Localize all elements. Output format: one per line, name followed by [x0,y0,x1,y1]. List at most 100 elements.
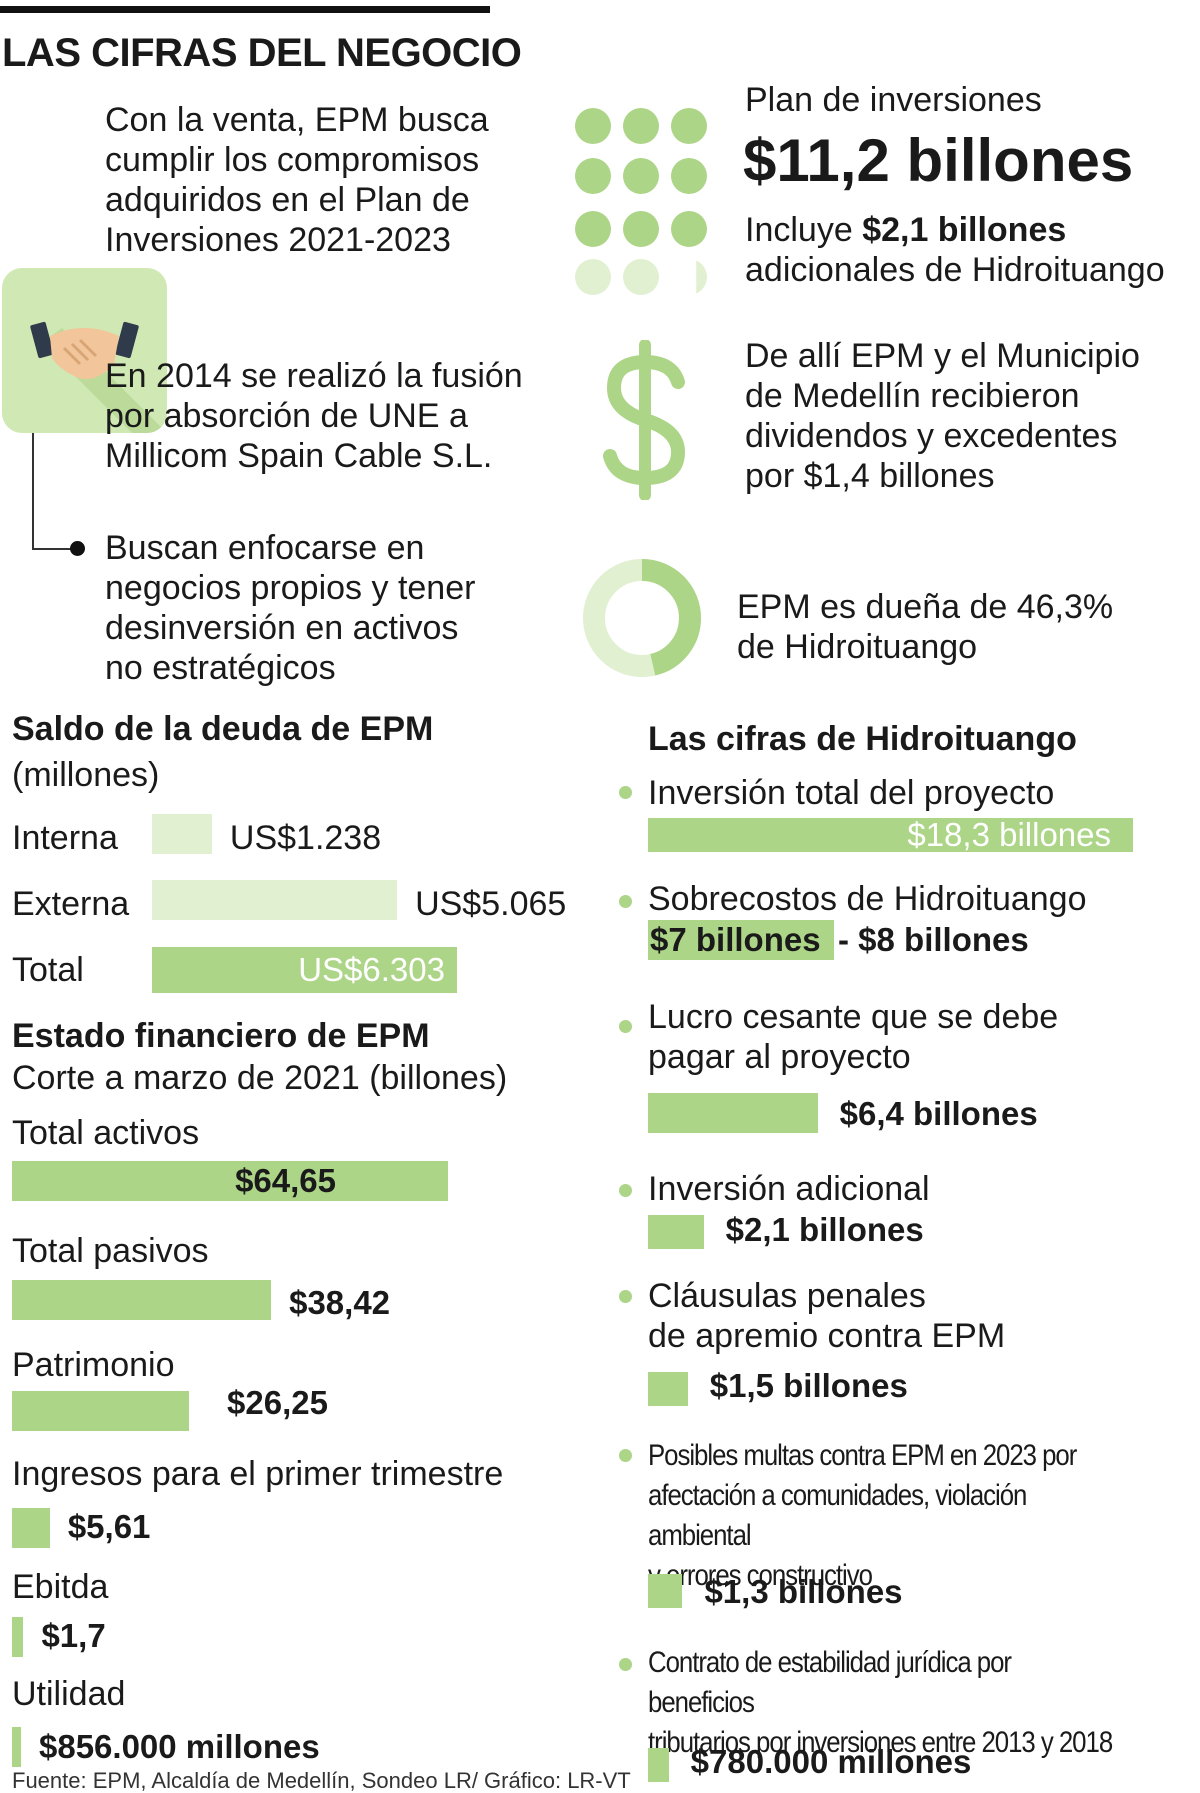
hidro-value-label: $1,3 billones [704,1573,903,1610]
hidro-item-label: Cláusulas penales de apremio contra EPM [648,1276,1005,1356]
plan-includes-suffix: adicionales de Hidroituango [745,251,1165,289]
handshake-icon [2,268,167,433]
hidro-item-label: Lucro cesante que se debe pagar al proye… [648,997,1058,1077]
dividends-text: De allí EPM y el Municipio de Medellín r… [745,336,1140,496]
fin-title: Estado financiero de EPM [12,1017,430,1055]
intro-line: cumplir los compromisos [105,141,480,179]
fin-value-label: $64,65 [235,1162,336,1199]
fin-value-label: $26,25 [227,1384,328,1421]
dollar-sign-icon [600,339,690,505]
hidro-item-label: Posibles multas contra EPM en 2023 por a… [648,1436,1123,1596]
ownership-text: EPM es dueña de 46,3% de Hidroituango [737,587,1113,667]
hidro-value-label: $1,5 billones [709,1367,908,1404]
hidro-item-line: Contrato de estabilidad jurídica por ben… [648,1646,1012,1719]
hidro-item-line: Lucro cesante que se debe [648,998,1059,1036]
debt-category: Externa [12,885,130,923]
hidro-item-line: Cláusulas penales [648,1277,926,1315]
hidro-bar-sobrecostos [648,920,834,960]
hidro-item-label: Contrato de estabilidad jurídica por ben… [648,1643,1123,1763]
dot-pale [623,259,659,295]
hidro-value-label: $6,4 billones [839,1095,1038,1132]
fusion-line: por absorción de UNE a [105,397,468,435]
debt-bar-total: US$6.303 [152,947,457,993]
ownership-line: EPM es dueña de 46,3% [737,588,1114,626]
dot-grid [575,108,715,298]
plan-includes-amount: $2,1 billones [862,211,1067,249]
bullet [619,1290,632,1303]
hidro-bar-inversion-adicional [648,1215,704,1249]
hidro-range-label: - $8 billones [838,921,1029,958]
hidro-item-line: de apremio contra EPM [648,1317,1006,1355]
hidro-value-label: $2,1 billones [725,1211,924,1248]
page-title: LAS CIFRAS DEL NEGOCIO [2,31,522,75]
hidro-item-line: Posibles multas contra EPM en 2023 por [648,1439,1077,1472]
fin-value-label: $1,7 [41,1617,106,1654]
debt-title: Saldo de la deuda de EPM [12,710,434,748]
dot-pale [575,259,611,295]
debt-bar-externa [152,880,398,920]
hidro-bar-contrato [648,1748,669,1782]
hidro-value-label: $780.000 millones [690,1743,972,1780]
hidro-bar-multas [648,1574,683,1608]
fin-value-label: $38,42 [289,1284,391,1321]
dividends-line: por $1,4 billones [745,457,995,495]
focus-line: negocios propios y tener [105,569,476,607]
fusion-text: En 2014 se realizó la fusión por absorci… [105,356,523,476]
fin-category: Total pasivos [12,1232,209,1270]
fin-bar-activos: $64,65 [12,1161,448,1201]
hidro-item-line: pagar al proyecto [648,1038,911,1076]
ownership-donut [582,558,702,683]
intro-line: Con la venta, EPM busca [105,101,489,139]
bullet [619,1184,632,1197]
fin-bar-ebitda [12,1617,24,1657]
dot [623,108,659,144]
debt-value-label: US$5.065 [415,885,567,923]
focus-line: Buscan enfocarse en [105,529,425,567]
fin-bar-utilidad [12,1727,21,1767]
debt-subtitle: (millones) [12,756,160,794]
fin-category: Ebitda [12,1568,109,1606]
dot [575,158,611,194]
bullet [619,895,632,908]
fin-subtitle: Corte a marzo de 2021 (billones) [12,1059,508,1097]
dot [575,108,611,144]
hidro-item-label: Inversión adicional [648,1170,930,1208]
dividends-line: De allí EPM y el Municipio [745,337,1140,375]
bullet [619,1449,632,1462]
fin-bar-patrimonio [12,1391,190,1431]
plan-label: Plan de inversiones [745,81,1042,119]
title-rule [0,6,490,13]
fin-value-label: $856.000 millones [39,1728,320,1765]
dot [671,108,707,144]
fusion-line: Millicom Spain Cable S.L. [105,437,493,475]
bullet [619,1658,632,1671]
intro-text: Con la venta, EPM busca cumplir los comp… [105,100,489,260]
focus-line: desinversión en activos [105,609,459,647]
debt-category: Interna [12,819,118,857]
hidro-item-line: tributarios por inversiones entre 2013 y… [648,1726,1113,1759]
hidro-bar-clausulas [648,1372,688,1406]
debt-value-label: US$1.238 [229,819,382,857]
bullet [619,786,632,799]
debt-bar-interna [152,814,212,854]
ownership-line: de Hidroituango [737,628,978,666]
fin-category: Utilidad [12,1675,126,1713]
connector-line [32,433,34,550]
dot [671,211,707,247]
dot [623,211,659,247]
fin-category: Total activos [12,1114,200,1152]
intro-line: adquiridos en el Plan de [105,181,470,219]
debt-value-label: US$6.303 [298,951,445,988]
hidro-item-label: Sobrecostos de Hidroituango [648,880,1087,918]
hidro-item-label: Inversión total del proyecto [648,774,1055,812]
fin-category: Patrimonio [12,1346,175,1384]
hidro-title: Las cifras de Hidroituango [648,720,1077,758]
donut-arc [583,559,701,677]
dot [575,211,611,247]
plan-includes-prefix: Incluye [745,211,863,249]
fin-bar-ingresos [12,1508,50,1548]
fin-value-label: $5,61 [67,1508,151,1545]
bullet [619,1020,632,1033]
fin-bar-pasivos [12,1280,272,1320]
fin-category: Ingresos para el primer trimestre [12,1455,504,1493]
